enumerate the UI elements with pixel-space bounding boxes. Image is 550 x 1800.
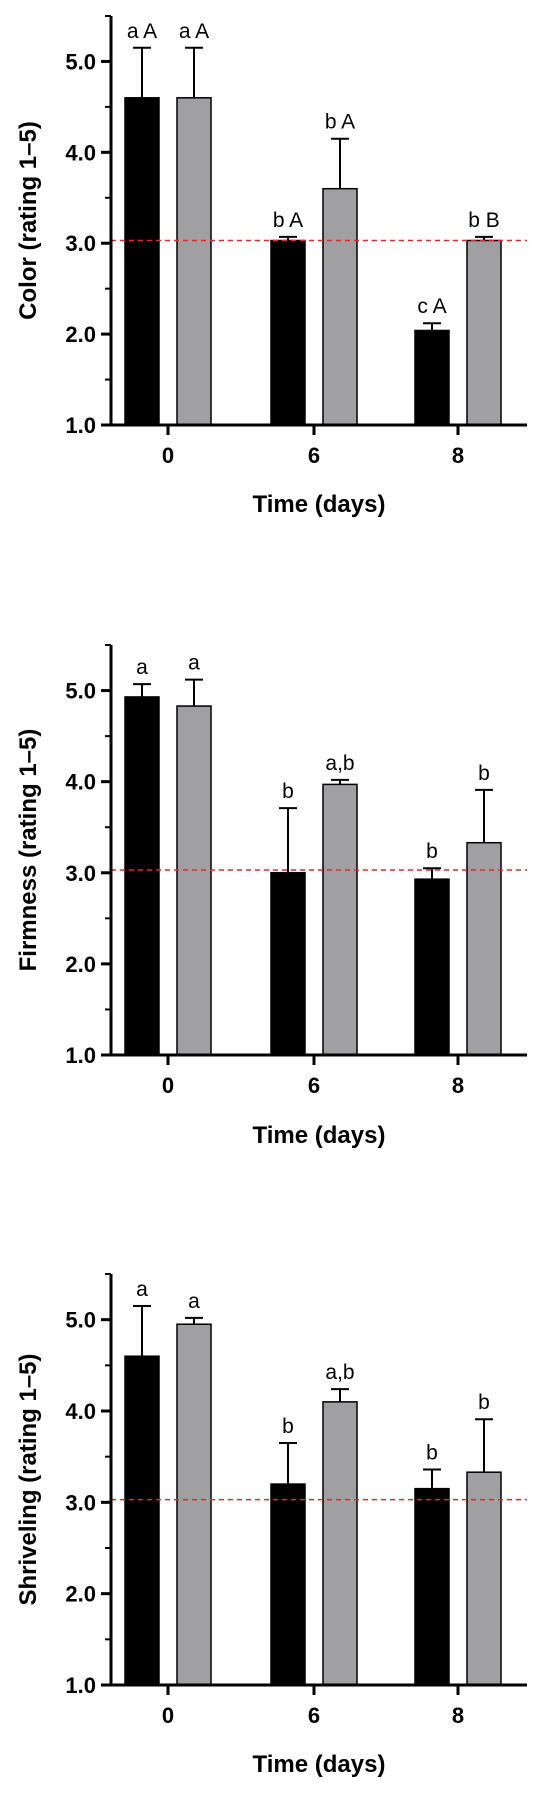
bar <box>124 696 160 1056</box>
x-tick-label: 6 <box>308 1073 320 1098</box>
y-tick-label: 1.0 <box>65 413 96 438</box>
y-axis-title: Shriveling (rating 1–5) <box>15 1353 42 1605</box>
bar <box>124 1355 160 1686</box>
significance-label: b <box>478 1391 490 1414</box>
bar <box>176 705 212 1056</box>
significance-label: b <box>478 762 490 785</box>
y-tick-label: 2.0 <box>65 952 96 977</box>
significance-label: a A <box>127 20 157 43</box>
y-tick-label: 1.0 <box>65 1043 96 1068</box>
x-axis-title: Time (days) <box>253 491 386 518</box>
y-tick-label: 4.0 <box>65 770 96 795</box>
significance-label: a,b <box>325 752 354 775</box>
bar <box>414 878 450 1056</box>
significance-label: a <box>188 1290 200 1313</box>
significance-label: b <box>282 780 294 803</box>
significance-label: a,b <box>325 1361 354 1384</box>
y-tick-label: 4.0 <box>65 1399 96 1424</box>
bar <box>176 1323 212 1686</box>
x-tick-label: 6 <box>308 1703 320 1728</box>
significance-label: b <box>426 840 438 863</box>
bar <box>270 239 306 426</box>
y-axis-title: Color (rating 1–5) <box>15 121 42 320</box>
x-tick-label: 0 <box>162 1073 174 1098</box>
bar <box>270 1483 306 1686</box>
significance-label: c A <box>417 295 446 318</box>
y-tick-label: 5.0 <box>65 679 96 704</box>
significance-label: a <box>188 652 200 675</box>
y-tick-label: 5.0 <box>65 49 96 74</box>
chart-panel-3: 1.0 2.0 3.0 4.0 5.0 a b b a a,b b 0 6 8 Time (days) Shr… <box>15 1273 527 1778</box>
bar <box>124 97 160 426</box>
y-tick-label: 1.0 <box>65 1673 96 1698</box>
x-tick-label: 8 <box>452 1703 464 1728</box>
y-tick-label: 3.0 <box>65 861 96 886</box>
y-tick-label: 5.0 <box>65 1308 96 1333</box>
x-tick-label: 8 <box>452 443 464 468</box>
bar <box>176 97 212 426</box>
bar <box>466 239 502 426</box>
significance-label: b B <box>468 209 500 232</box>
y-tick-label: 3.0 <box>65 231 96 256</box>
chart-panel-1: 1.0 2.0 3.0 4.0 5.0 a A b A c A a A b A b B 0 6 8 Time… <box>15 15 527 518</box>
bar <box>322 1401 358 1686</box>
significance-label: b A <box>325 111 355 134</box>
bar <box>414 1487 450 1686</box>
significance-label: b <box>282 1415 294 1438</box>
chart-panel-2: 1.0 2.0 3.0 4.0 5.0 a b b a a,b b 0 6 8 Time (days) Fir… <box>15 644 527 1149</box>
significance-label: b A <box>273 209 303 232</box>
x-tick-label: 0 <box>162 443 174 468</box>
x-tick-label: 8 <box>452 1073 464 1098</box>
significance-label: b <box>426 1441 438 1464</box>
bar <box>414 329 450 426</box>
y-tick-label: 3.0 <box>65 1490 96 1515</box>
bar <box>322 187 358 426</box>
x-axis-title: Time (days) <box>253 1751 386 1778</box>
bar <box>270 872 306 1056</box>
x-axis-title: Time (days) <box>253 1122 386 1149</box>
y-tick-label: 2.0 <box>65 322 96 347</box>
y-axis-title: Firmness (rating 1–5) <box>15 729 42 972</box>
bar <box>466 841 502 1056</box>
y-tick-label: 4.0 <box>65 140 96 165</box>
significance-label: a <box>136 656 148 679</box>
significance-label: a A <box>179 20 209 43</box>
significance-label: a <box>136 1278 148 1301</box>
bar <box>466 1471 502 1686</box>
y-tick-label: 2.0 <box>65 1582 96 1607</box>
bar <box>322 783 358 1056</box>
x-tick-label: 6 <box>308 443 320 468</box>
x-tick-label: 0 <box>162 1703 174 1728</box>
